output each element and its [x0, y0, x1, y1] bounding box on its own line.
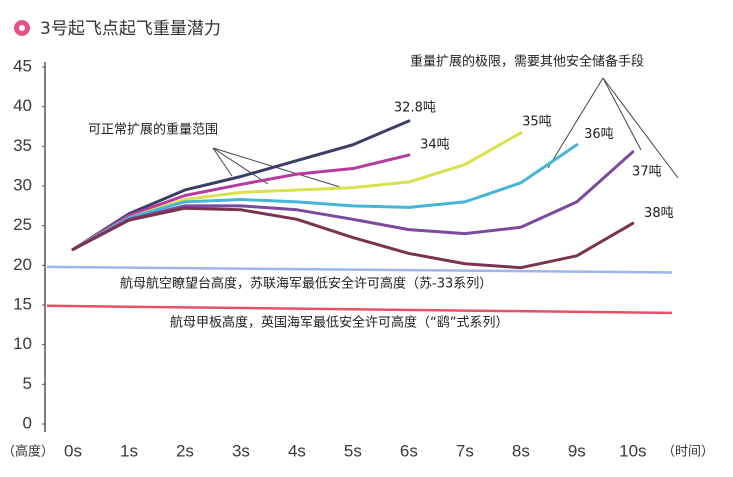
series-label: 35吨: [522, 114, 552, 129]
series-label: 37吨: [632, 164, 662, 179]
x-tick-label: 7s: [456, 441, 474, 460]
y-tick-label: 30: [13, 175, 32, 194]
series-label: 38吨: [644, 206, 674, 221]
y-tick-label: 35: [13, 136, 32, 155]
y-axis-label: （高度）: [2, 444, 54, 460]
y-tick-label: 5: [23, 374, 32, 393]
y-tick-label: 20: [13, 255, 32, 274]
x-tick-label: 3s: [232, 441, 250, 460]
annotation: 重量扩展的极限，需要其他安全储备手段: [410, 54, 644, 70]
x-axis-label: （时间）: [662, 445, 714, 460]
y-tick-label: 15: [13, 294, 32, 313]
series-line: [71, 153, 411, 251]
x-tick-label: 6s: [400, 441, 418, 460]
series-line: [71, 150, 635, 251]
x-tick-label: 2s: [176, 441, 194, 460]
x-tick-label: 8s: [512, 441, 530, 460]
reference-line: [46, 304, 673, 315]
x-tick-label: 9s: [568, 441, 586, 460]
reference-label: 航母航空瞭望台高度，苏联海军最低安全许可高度（苏-33系列）: [120, 275, 492, 291]
y-tick-label: 10: [13, 334, 32, 353]
chart-title: 3号起飞点起飞重量潜力: [40, 19, 221, 39]
title-icon-dot: [19, 25, 25, 31]
x-tick-label: 0s: [64, 441, 82, 460]
x-tick-label: 5s: [344, 441, 362, 460]
x-tick-label: 1s: [120, 441, 138, 460]
series-line: [71, 143, 579, 251]
annotation: 可正常扩展的重量范围: [88, 122, 218, 138]
y-tick-label: 25: [13, 215, 32, 234]
y-tick-label: 40: [13, 96, 32, 115]
series-label: 36吨: [584, 127, 614, 142]
x-tick-label: 4s: [288, 441, 306, 460]
series-label: 34吨: [420, 138, 450, 153]
y-tick-label: 0: [23, 413, 32, 432]
series-line: [71, 206, 635, 270]
leader-lines: [547, 77, 679, 179]
reference-line: [46, 265, 673, 274]
x-tick-label: 10s: [619, 441, 646, 460]
series-label: 32.8吨: [394, 100, 436, 115]
reference-label: 航母甲板高度，英国海军最低安全许可高度（“鹞”式系列）: [170, 314, 508, 330]
y-tick-label: 45: [13, 56, 32, 75]
